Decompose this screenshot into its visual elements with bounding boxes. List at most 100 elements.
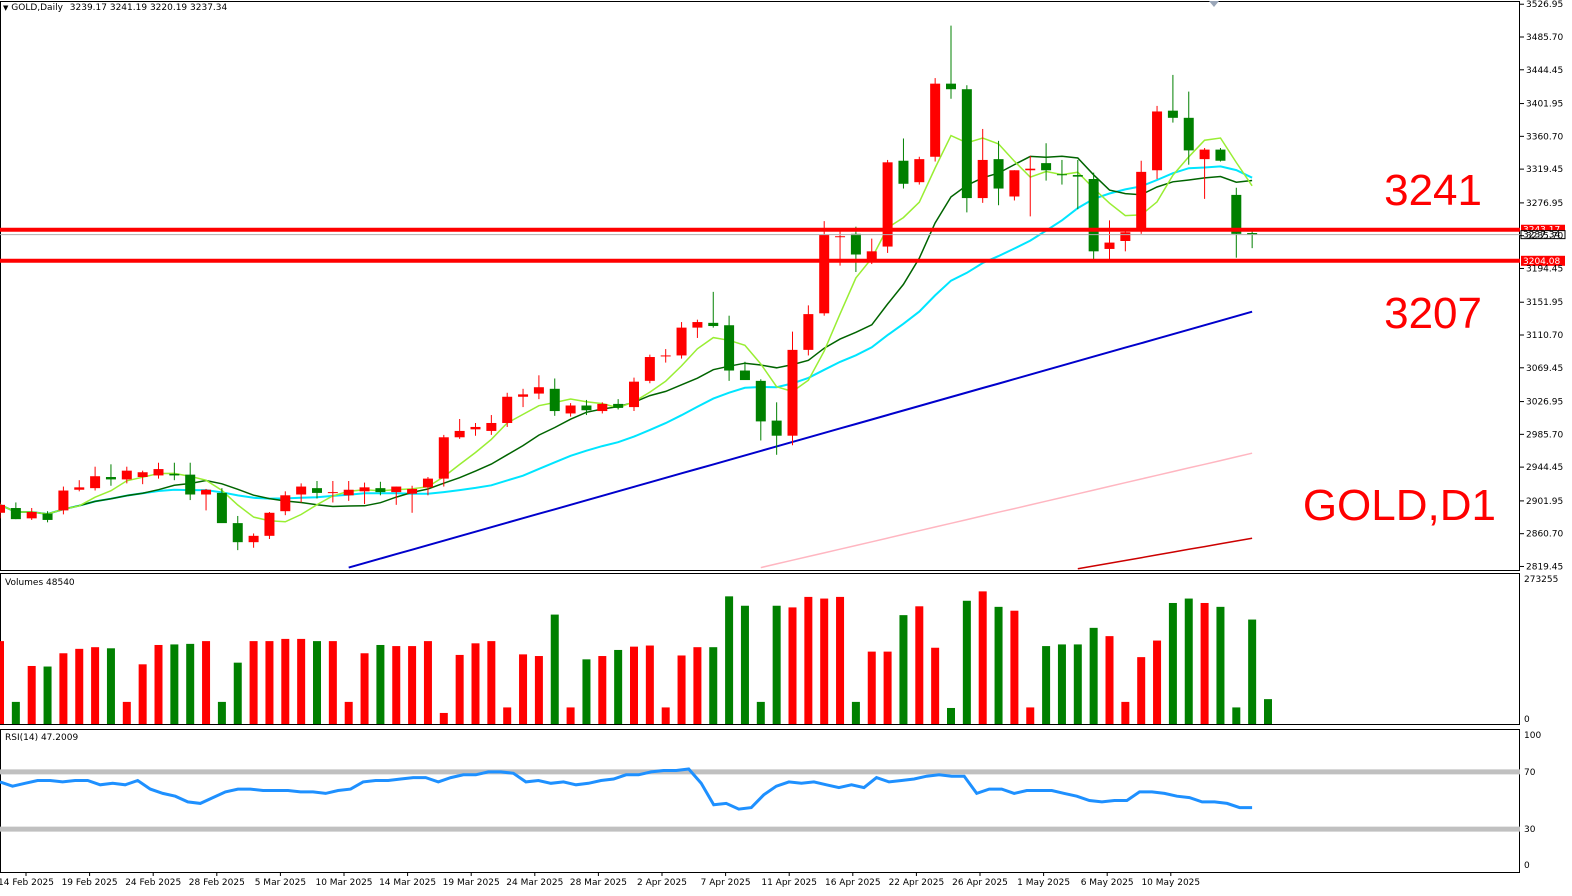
volume-bar — [598, 656, 607, 724]
candle-body — [216, 492, 227, 524]
candle-body — [1231, 194, 1242, 234]
ohlc-values: 3239.17 3241.19 3220.19 3237.34 — [69, 3, 228, 13]
candle-body — [359, 487, 370, 492]
volume-bar — [11, 701, 20, 724]
date-tick-label: 24 Feb 2025 — [125, 878, 181, 888]
volume-bar — [978, 591, 987, 724]
candle-body — [914, 159, 925, 183]
candle-body — [454, 430, 465, 438]
candle-body — [1183, 117, 1194, 151]
ma-10-line — [0, 155, 1253, 515]
price-tick-label: 3194.45 — [1526, 264, 1563, 274]
candle-body — [835, 236, 846, 238]
volume-bar — [313, 641, 321, 724]
candle-body — [755, 380, 766, 422]
panel-frame-0 — [0, 1, 1520, 571]
candle-body — [708, 322, 719, 327]
candle-body — [1152, 111, 1163, 171]
volume-bar — [376, 644, 385, 724]
level-tag-1 — [1521, 255, 1565, 266]
volume-bar — [582, 659, 591, 724]
candle-body — [644, 357, 655, 381]
volume-bar — [899, 615, 908, 724]
candle-body — [819, 234, 830, 314]
price-tag — [1520, 230, 1566, 240]
volume-bar — [534, 656, 543, 724]
price-tick-label: 3401.95 — [1526, 100, 1563, 110]
candle-body — [169, 473, 180, 476]
candle-body — [850, 233, 861, 255]
candle-body — [422, 478, 433, 488]
volume-bar — [455, 654, 464, 724]
candle-body — [201, 489, 212, 495]
volume-bar — [1121, 701, 1130, 724]
candle-body — [739, 370, 750, 381]
volume-bar — [519, 654, 528, 724]
rsi-title: RSI(14) 47.2009 — [5, 733, 78, 743]
candle-body — [1247, 233, 1258, 235]
candlesticks — [0, 25, 1258, 551]
volume-bar — [851, 701, 860, 724]
volume-bar — [1026, 707, 1035, 724]
volume-bar — [344, 701, 353, 724]
volume-bar — [1232, 707, 1241, 724]
volume-bar — [27, 665, 36, 724]
date-tick-label: 16 Apr 2025 — [825, 878, 881, 888]
candle-body — [280, 495, 291, 512]
ma-5-line — [0, 134, 1253, 523]
dropdown-triangle-icon[interactable]: ▼ — [3, 4, 9, 12]
price-tick-label: 3026.95 — [1526, 398, 1563, 408]
volume-bar — [328, 641, 337, 724]
volume-bar — [138, 664, 147, 724]
date-tick-label: 26 Apr 2025 — [952, 878, 1008, 888]
volume-bar — [677, 655, 686, 724]
rsi-indicator — [0, 767, 1520, 832]
candle-body — [629, 381, 639, 408]
candle-body — [882, 162, 893, 247]
candle-body — [1056, 174, 1067, 176]
volume-bar — [947, 707, 955, 724]
volume-bar — [91, 647, 100, 724]
panel-frames — [0, 1, 1520, 873]
volume-bar — [471, 643, 480, 724]
volume-bar — [867, 651, 876, 724]
candle-body — [391, 486, 402, 493]
candle-body — [10, 508, 21, 520]
candle-body — [993, 159, 1004, 189]
price-tick-label: 3526.95 — [1526, 0, 1563, 10]
candle-body — [438, 437, 449, 479]
candle-body — [866, 251, 877, 260]
candle-body — [486, 422, 497, 431]
volume-bar — [360, 653, 369, 724]
candle-body — [407, 488, 418, 494]
volume-bar — [1264, 699, 1272, 724]
date-tick-label: 5 Mar 2025 — [255, 878, 306, 888]
volume-bar — [249, 641, 258, 724]
volume-bar — [392, 646, 401, 724]
moving-averages — [0, 134, 1253, 570]
volume-bar — [1105, 636, 1114, 724]
candle-body — [42, 513, 53, 520]
volume-bar — [1010, 610, 1019, 724]
price-tick-label: 3444.45 — [1526, 66, 1563, 76]
candle-body — [930, 83, 941, 157]
volume-bar — [820, 598, 829, 724]
volume-bar — [281, 638, 290, 724]
date-tick-label: 10 Mar 2025 — [315, 878, 372, 888]
candle-body — [597, 403, 608, 412]
volume-bar — [423, 641, 432, 724]
candle-body — [26, 511, 37, 519]
panel-frame-2 — [0, 729, 1520, 873]
date-tick-label: 1 May 2025 — [1017, 878, 1070, 888]
rsi-label-70: 70 — [1524, 768, 1536, 778]
ma-100-line — [760, 452, 1253, 569]
candle-body — [1215, 149, 1226, 161]
date-tick-label: 19 Mar 2025 — [443, 878, 500, 888]
candle-body — [549, 388, 560, 412]
volume-bar — [186, 643, 195, 724]
candle-body — [1088, 179, 1099, 252]
volume-bar — [1089, 627, 1098, 724]
price-tick-label: 2860.70 — [1526, 530, 1563, 540]
